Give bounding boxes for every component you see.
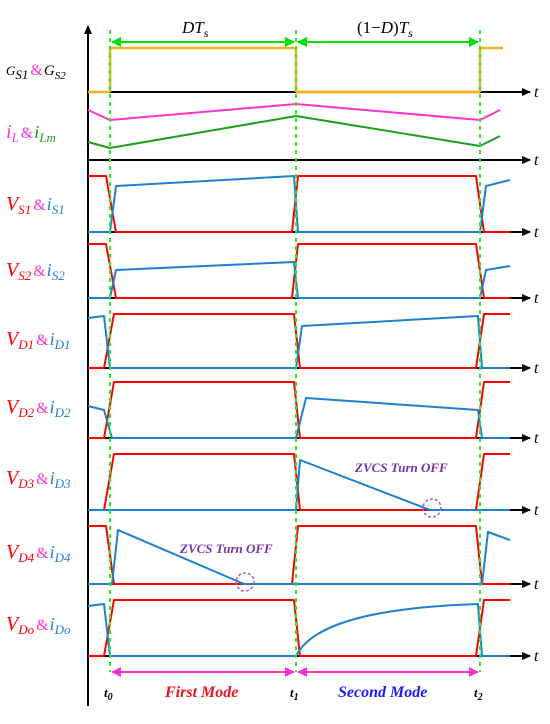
time-label-1: t xyxy=(534,152,539,169)
tick-t0: t0 xyxy=(104,685,113,703)
row-label-5: VD2 &iD2 xyxy=(6,396,71,420)
row-label-2: VS1 &iS1 xyxy=(6,193,65,217)
zvcs-marker-d4 xyxy=(235,572,255,592)
row-label-1: iL &iLm xyxy=(6,121,56,145)
second-mode-label: Second Mode xyxy=(338,684,427,701)
vd2-waveform xyxy=(88,381,510,439)
is2-waveform xyxy=(88,261,511,299)
id2-waveform xyxy=(87,397,510,439)
vdo-waveform xyxy=(88,599,510,657)
time-label-6: t xyxy=(534,502,539,519)
label-dts: DTs xyxy=(181,18,209,40)
vd1-waveform xyxy=(88,313,510,369)
time-label-2: t xyxy=(534,224,539,241)
time-label-7: t xyxy=(534,576,539,593)
time-label-3: t xyxy=(534,290,539,307)
row-label-0: GS1 &GS2 xyxy=(6,62,66,82)
time-label-8: t xyxy=(534,648,539,665)
tick-t2: t2 xyxy=(474,685,483,703)
row-label-4: VD1 &iD1 xyxy=(6,328,70,352)
vd3-waveform xyxy=(88,453,510,511)
gate-signal-pulse xyxy=(108,46,298,92)
row-label-6: VD3 &iD3 xyxy=(6,467,71,491)
vs2-waveform xyxy=(88,243,510,299)
first-mode-label: First Mode xyxy=(164,684,238,701)
zvcs-marker-d3 xyxy=(422,498,442,518)
time-label-5: t xyxy=(534,430,539,447)
label-1-minus-d-ts: (1−D)Ts xyxy=(357,18,413,40)
gate-signal-next xyxy=(478,46,503,92)
annotation-zvcs-d3: ZVCS Turn OFF xyxy=(354,460,448,475)
time-label-0: t xyxy=(534,84,539,101)
id3-waveform xyxy=(88,459,510,511)
iLm-waveform xyxy=(87,115,501,149)
id4-waveform xyxy=(88,529,511,585)
iL-waveform xyxy=(87,103,501,121)
time-label-4: t xyxy=(534,360,539,377)
row-label-8: VDo &iDo xyxy=(6,613,71,637)
vd4-waveform xyxy=(88,525,510,585)
is1-waveform xyxy=(88,175,511,233)
tick-t1: t1 xyxy=(290,685,299,703)
id1-waveform xyxy=(87,315,510,369)
row-label-7: VD4 &iD4 xyxy=(6,541,71,565)
row-label-3: VS2 &iS2 xyxy=(6,259,65,283)
annotation-zvcs-d4: ZVCS Turn OFF xyxy=(179,541,273,556)
